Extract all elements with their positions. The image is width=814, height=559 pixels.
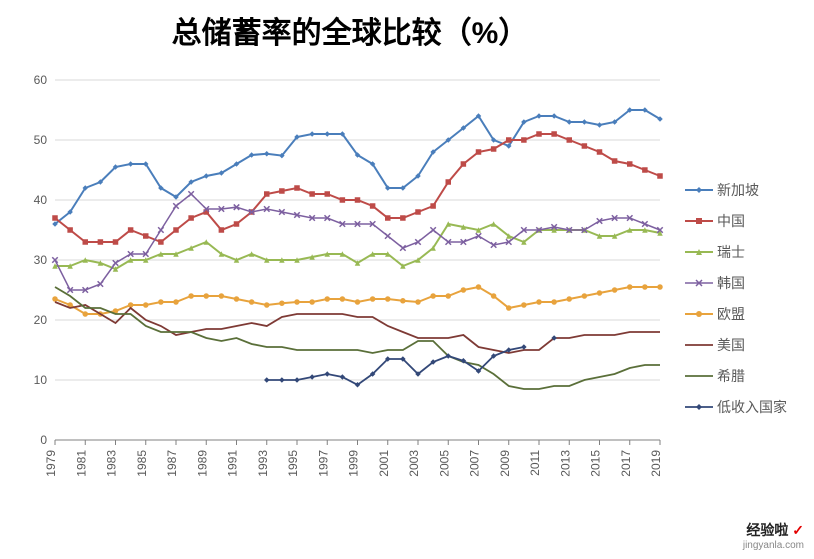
legend-label: 瑞士 (717, 242, 745, 262)
legend-swatch (685, 276, 713, 290)
svg-text:2015: 2015 (589, 450, 603, 477)
svg-text:10: 10 (34, 373, 48, 387)
svg-text:1985: 1985 (135, 450, 149, 477)
legend-item: 瑞士 (685, 242, 810, 262)
svg-text:2003: 2003 (407, 450, 421, 477)
svg-text:2001: 2001 (377, 450, 391, 477)
legend-label: 美国 (717, 335, 745, 355)
watermark-check-icon: ✓ (792, 522, 804, 538)
watermark-url: jingyanla.com (743, 540, 804, 551)
legend-swatch (685, 338, 713, 352)
svg-text:1981: 1981 (74, 450, 88, 477)
svg-text:50: 50 (34, 133, 48, 147)
svg-text:20: 20 (34, 313, 48, 327)
svg-text:0: 0 (40, 433, 47, 447)
legend-swatch (685, 183, 713, 197)
svg-text:1995: 1995 (286, 450, 300, 477)
legend-item: 韩国 (685, 273, 810, 293)
legend-item: 中国 (685, 211, 810, 231)
svg-text:2011: 2011 (528, 450, 542, 476)
legend-item: 欧盟 (685, 304, 810, 324)
svg-text:2017: 2017 (619, 450, 633, 477)
legend-label: 希腊 (717, 366, 745, 386)
legend-swatch (685, 369, 713, 383)
svg-text:30: 30 (34, 253, 48, 267)
legend-swatch (685, 307, 713, 321)
legend-label: 欧盟 (717, 304, 745, 324)
legend-swatch (685, 245, 713, 259)
svg-text:1989: 1989 (195, 450, 209, 477)
legend-swatch (685, 400, 713, 414)
legend-item: 美国 (685, 335, 810, 355)
svg-text:2005: 2005 (437, 450, 451, 477)
svg-text:1987: 1987 (165, 450, 179, 477)
chart-legend: 新加坡中国瑞士韩国欧盟美国希腊低收入国家 (685, 180, 810, 428)
legend-label: 中国 (717, 211, 745, 231)
svg-text:2009: 2009 (498, 450, 512, 477)
svg-text:1993: 1993 (256, 450, 270, 477)
svg-text:1999: 1999 (347, 450, 361, 477)
legend-item: 新加坡 (685, 180, 810, 200)
svg-text:1997: 1997 (316, 450, 330, 477)
legend-item: 低收入国家 (685, 397, 810, 417)
watermark: 经验啦 ✓ jingyanla.com (743, 520, 804, 551)
svg-text:2013: 2013 (558, 450, 572, 477)
svg-text:60: 60 (34, 73, 48, 87)
chart-plot-area: 0 10 20 30 40 50 60 1979 1981 1983 1985 1987 1989 199… (20, 70, 670, 500)
svg-text:1991: 1991 (226, 450, 240, 477)
svg-text:2007: 2007 (468, 450, 482, 477)
watermark-text: 经验啦 (746, 522, 788, 538)
svg-text:1979: 1979 (44, 450, 58, 477)
line-chart-svg: 0 10 20 30 40 50 60 1979 1981 1983 1985 1987 1989 199… (20, 70, 670, 500)
svg-text:2019: 2019 (649, 450, 663, 477)
legend-swatch (685, 214, 713, 228)
legend-label: 低收入国家 (717, 397, 787, 417)
svg-text:1983: 1983 (105, 450, 119, 477)
svg-text:40: 40 (34, 193, 48, 207)
legend-label: 新加坡 (717, 180, 759, 200)
legend-item: 希腊 (685, 366, 810, 386)
chart-title: 总储蓄率的全球比较（%） (0, 8, 700, 52)
legend-label: 韩国 (717, 273, 745, 293)
